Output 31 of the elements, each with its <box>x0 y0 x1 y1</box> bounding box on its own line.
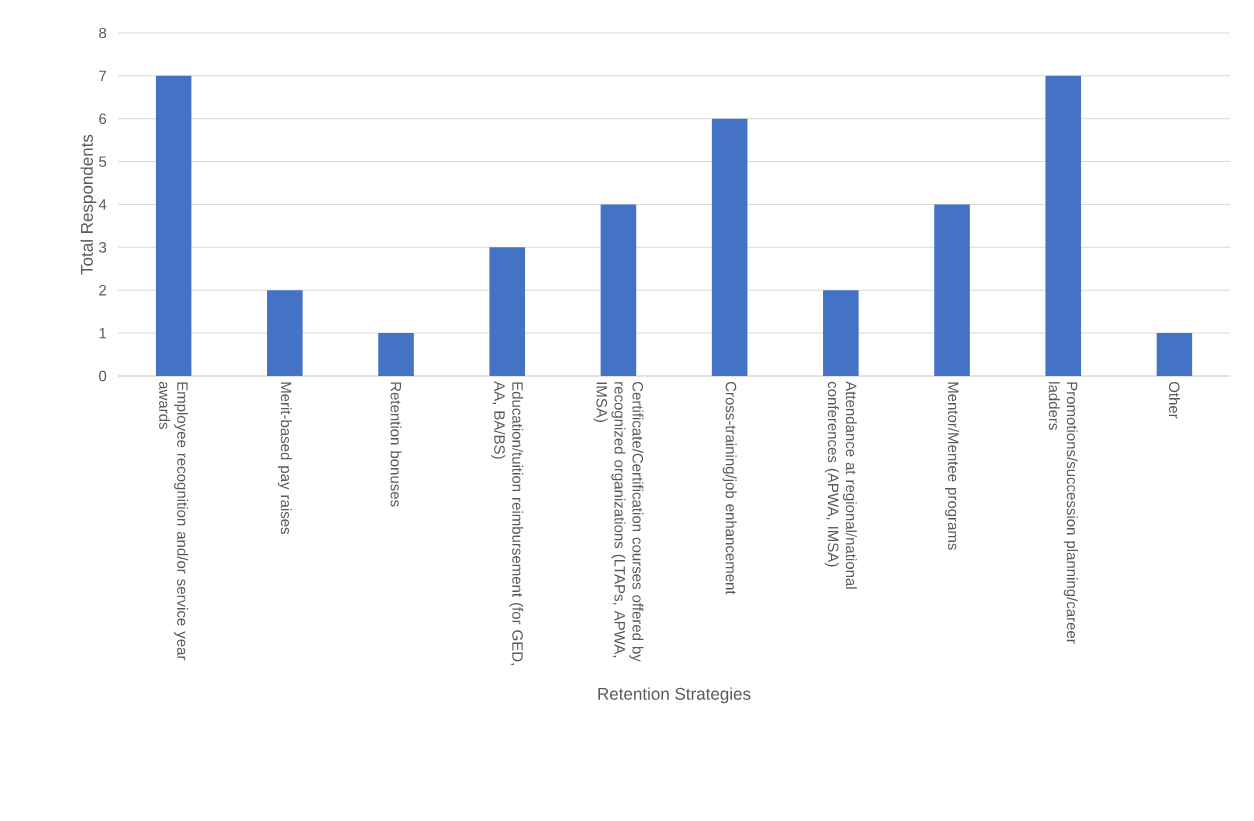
x-tick-label: Retention bonuses <box>390 382 402 507</box>
bar <box>1045 75 1082 376</box>
x-tick-label: Merit-based pay raises <box>277 382 292 534</box>
x-tick-label: Promotions/succession planning/career ladders <box>1048 382 1078 644</box>
x-tick-label: Certificate/Certification courses offered by recognized organizations (LTAPs, APWA, IMSA) <box>593 381 644 662</box>
bar <box>711 118 748 376</box>
x-tick-label: Employee recognition and/or service year awards <box>159 381 189 661</box>
y-tick-label: 8 <box>99 27 107 39</box>
y-tick-label: 4 <box>98 199 107 210</box>
x-tick-label: Mentor/Mentee programs <box>945 382 960 550</box>
x-tick-label: Other <box>1168 381 1180 419</box>
bar <box>823 290 859 376</box>
bar <box>155 75 192 376</box>
bar <box>378 333 414 376</box>
bar <box>1156 333 1193 376</box>
x-tick-label: Cross-training/job enhancement <box>722 381 737 595</box>
y-tick-label: 3 <box>99 242 107 253</box>
x-tick-label: Attendance at regional/national conferences (APWA, IMSA) <box>824 381 857 589</box>
y-axis-title: Total Respondents <box>80 134 97 275</box>
y-tick-label: 7 <box>99 70 107 82</box>
bar <box>934 204 970 376</box>
x-axis-title: Retention Strategies <box>598 687 751 704</box>
bar <box>600 204 637 376</box>
y-tick-label: 5 <box>99 156 107 167</box>
y-tick-label: 0 <box>99 370 107 382</box>
y-tick-label: 1 <box>99 327 107 339</box>
y-tick-label: 6 <box>99 113 107 125</box>
y-tick-label: 2 <box>99 285 107 296</box>
bar <box>489 247 526 376</box>
bar <box>267 290 303 376</box>
x-tick-label: Education/tuition reimbursement (for GED, AA, BA/BS) <box>491 381 524 665</box>
